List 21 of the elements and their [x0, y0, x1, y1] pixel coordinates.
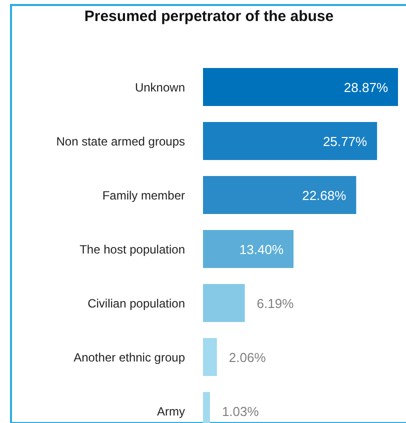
bar	[203, 284, 245, 322]
bar	[203, 68, 398, 106]
data-label: 25.77%	[322, 134, 368, 149]
data-label: 13.40%	[239, 242, 284, 257]
bar	[203, 338, 217, 376]
bar	[203, 230, 294, 268]
y-tick-label: Another ethnic group	[74, 350, 186, 364]
y-tick-label: Unknown	[134, 80, 185, 94]
chart-title: Presumed perpetrator of the abuse	[83, 8, 335, 25]
data-label: 2.06%	[228, 350, 266, 365]
bar	[203, 122, 378, 160]
y-tick-label: Family member	[102, 188, 185, 202]
y-tick-label: Army	[157, 404, 185, 418]
data-label: 6.19%	[256, 296, 294, 311]
y-tick-label: The host population	[80, 242, 185, 256]
y-tick-label: Civilian population	[88, 296, 185, 310]
y-tick-label: Non state armed groups	[56, 134, 185, 148]
data-label: 28.87%	[344, 80, 388, 95]
data-label: 1.03%	[222, 404, 260, 419]
data-label: 22.68%	[302, 188, 347, 203]
bar	[203, 176, 356, 214]
